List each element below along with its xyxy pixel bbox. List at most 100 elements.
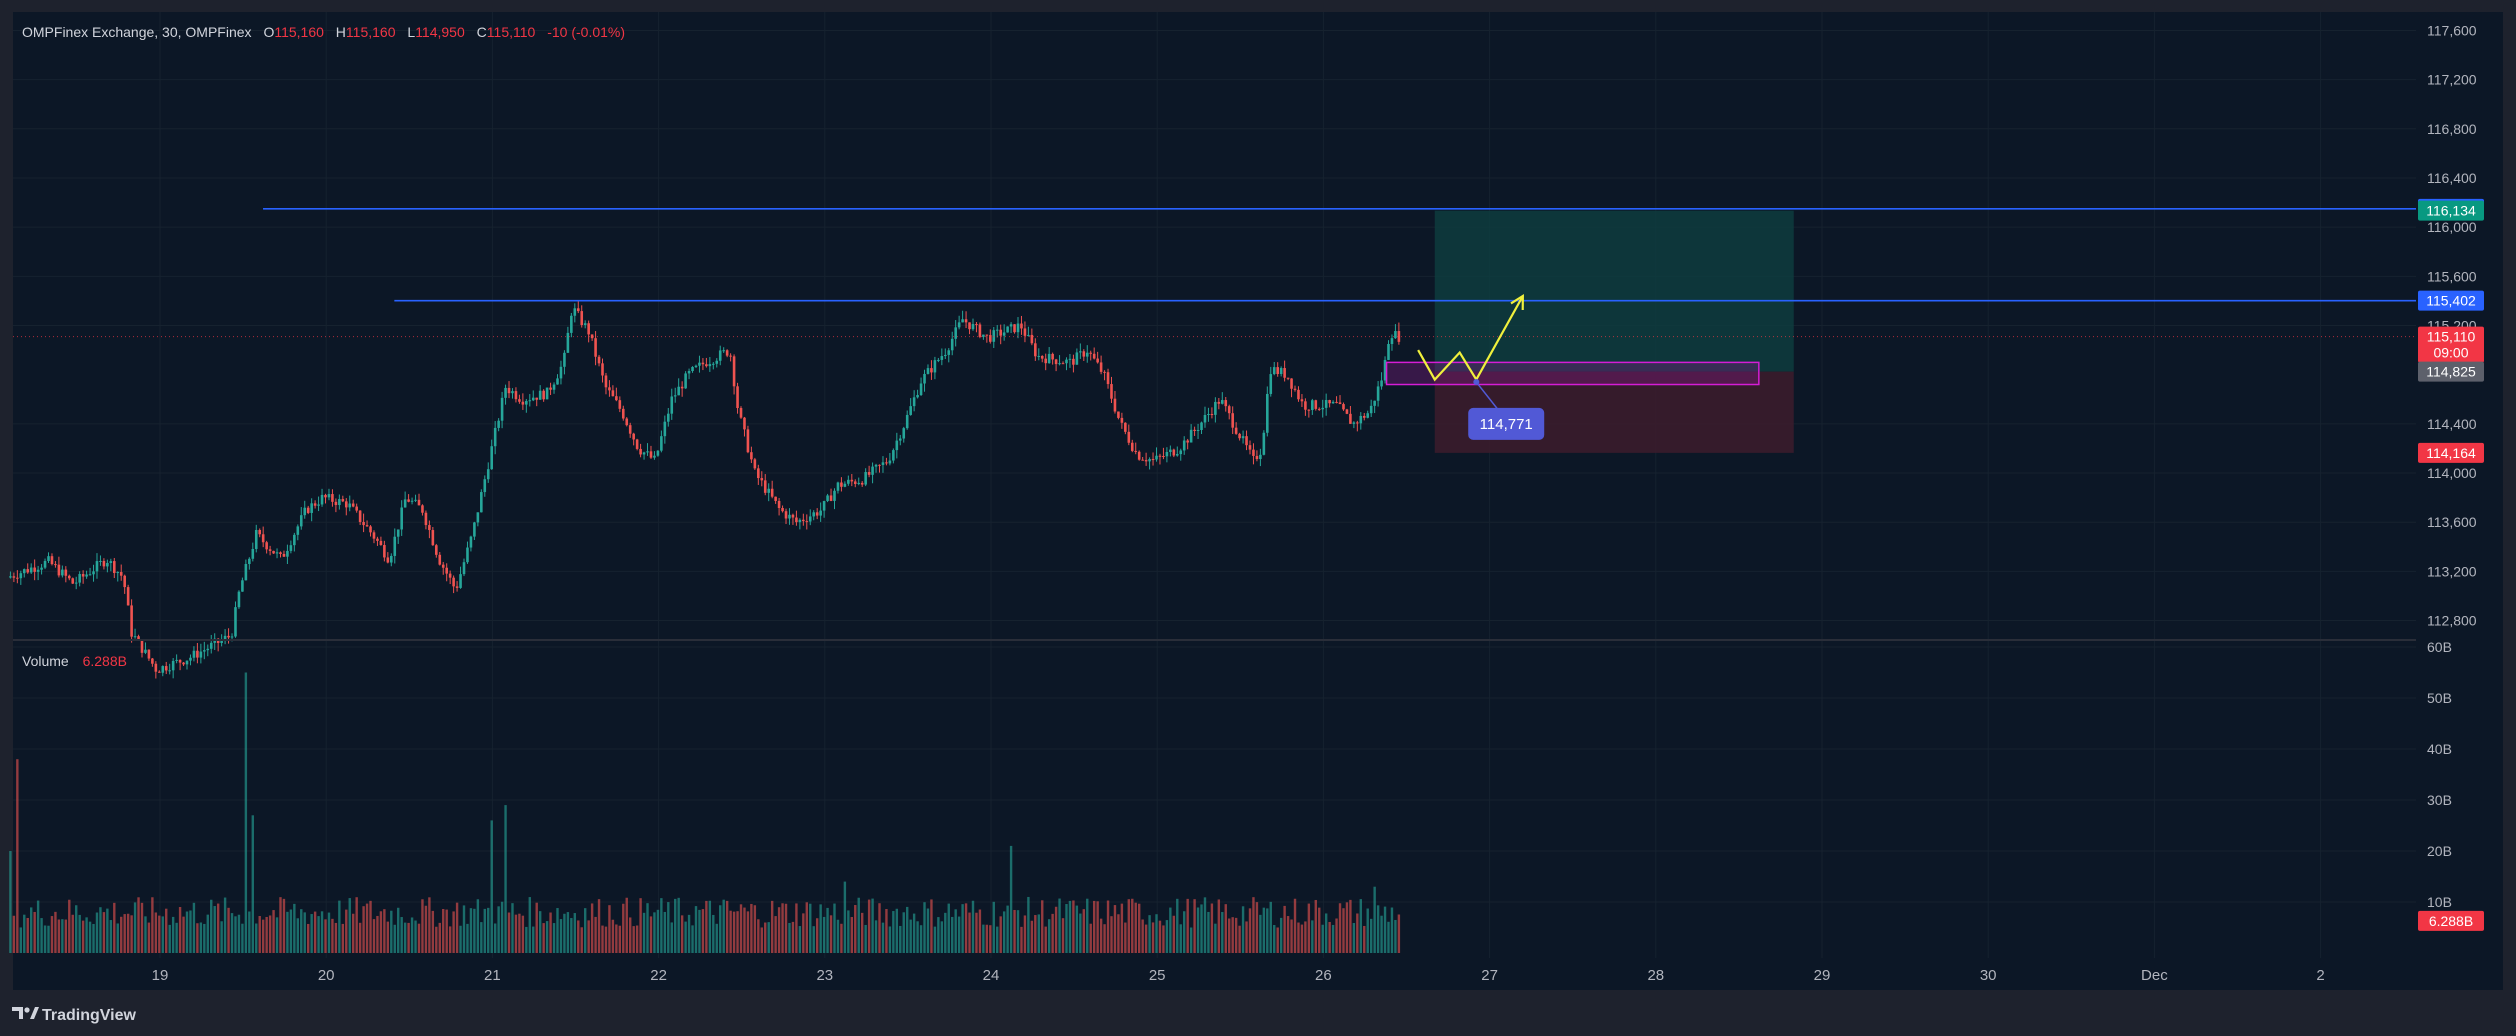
volume-bar (1172, 915, 1176, 953)
volume-bar (840, 923, 843, 953)
footer-bar: TradingView (12, 1007, 137, 1024)
candle-body (1013, 324, 1016, 333)
volume-bar (230, 913, 234, 953)
volume-bar (445, 909, 448, 953)
candle-body (1324, 400, 1328, 408)
candle-body (521, 401, 525, 405)
volume-bar (1134, 902, 1137, 953)
volume-bar (577, 920, 580, 953)
volume-bar (54, 911, 57, 953)
candle-body (469, 536, 473, 548)
candle-body (147, 649, 151, 659)
candle-body (1162, 456, 1165, 458)
symbol-title[interactable]: OMPFinex Exchange, 30, OMPFinex (22, 24, 252, 40)
volume-bar (151, 897, 154, 953)
volume-bar (178, 907, 182, 953)
candle-body (293, 534, 296, 546)
candle-body (933, 360, 937, 373)
volume-bar (1214, 923, 1217, 953)
candle-body (822, 501, 826, 511)
price-tick-label: 117,600 (2427, 22, 2477, 38)
volume-bar (1387, 921, 1390, 953)
volume-bar (635, 925, 639, 953)
volume-legend: Volume 6.288B (22, 653, 127, 669)
price-axes[interactable]: 117,600 117,200 116,800 116,400 116,000 115,6… (2418, 22, 2484, 931)
candle-body (1304, 401, 1307, 410)
candle-body (1245, 436, 1248, 446)
volume-bar (175, 922, 178, 953)
candle-body (937, 359, 940, 361)
volume-bar (642, 912, 646, 953)
volume-title[interactable]: Volume (22, 653, 69, 669)
volume-bar (1373, 886, 1376, 953)
candle-body (1307, 409, 1311, 411)
candle-body (196, 650, 199, 658)
candle-body (802, 519, 805, 522)
volume-bar (528, 897, 531, 953)
projection-path[interactable] (1417, 295, 1524, 382)
candle-body (400, 507, 403, 530)
volume-bar (1269, 901, 1272, 953)
candle-body (867, 472, 871, 475)
volume-bar (296, 918, 300, 953)
candle-body (158, 671, 161, 673)
volume-bar (448, 926, 452, 953)
volume-bar (237, 914, 241, 953)
time-tick-label: 29 (1814, 967, 1831, 984)
candle-body (1272, 367, 1276, 375)
candle-body (888, 460, 892, 464)
price-tick-label: 117,200 (2427, 72, 2477, 88)
volume-bar (601, 925, 604, 953)
volume-bar (1047, 919, 1051, 953)
candle-body (431, 530, 435, 546)
candle-body (220, 639, 223, 643)
candle-body (919, 383, 923, 396)
candle-body (923, 373, 926, 384)
candle-body (299, 515, 303, 527)
candle-body (251, 548, 255, 559)
candle-body (781, 508, 784, 512)
volume-bar (362, 906, 365, 953)
horizontal-levels[interactable] (13, 208, 2416, 338)
volume-bar (947, 903, 950, 953)
volume-bar (1196, 907, 1200, 953)
volume-bar (154, 912, 158, 953)
candle-body (383, 545, 386, 558)
candle-body (566, 332, 570, 353)
candle-body (739, 408, 743, 418)
candle-body (254, 529, 258, 549)
volume-bar (1169, 907, 1172, 953)
tradingview-logo-icon[interactable] (12, 1007, 39, 1019)
candle-body (1034, 343, 1037, 357)
volume-bar (16, 759, 19, 953)
volume-bar (1324, 913, 1328, 953)
candle-body (989, 335, 992, 342)
time-axis[interactable]: 19 20 21 22 23 24 25 26 27 28 29 30 Dec 2 (152, 967, 2325, 984)
candle-body (1207, 414, 1210, 416)
volume-bar (833, 903, 836, 953)
supply-zone-box[interactable] (1385, 361, 1760, 386)
candle-body (971, 324, 975, 330)
volume-bar (414, 920, 417, 953)
candle-body (1113, 398, 1117, 412)
candle-body (1279, 368, 1283, 375)
volume-bar (1238, 925, 1241, 953)
volume-bar (258, 915, 261, 953)
price-tick-label: 116,000 (2427, 219, 2477, 235)
candle-body (57, 564, 61, 576)
candle-body (441, 564, 445, 568)
volume-bar (459, 925, 462, 953)
volume-bar (1141, 919, 1144, 953)
candle-body (1030, 334, 1034, 344)
drawing-overlays[interactable]: 114,771 (1385, 293, 1760, 440)
candle-body (812, 512, 816, 517)
volume-bar (715, 923, 718, 953)
volume-bar (144, 916, 147, 953)
volume-bar (712, 914, 715, 953)
annotation-label-box[interactable] (1468, 407, 1545, 440)
candle-body (677, 386, 680, 396)
candle-body (601, 363, 604, 376)
volume-bar (424, 905, 428, 953)
pane-separator[interactable] (13, 639, 2416, 641)
